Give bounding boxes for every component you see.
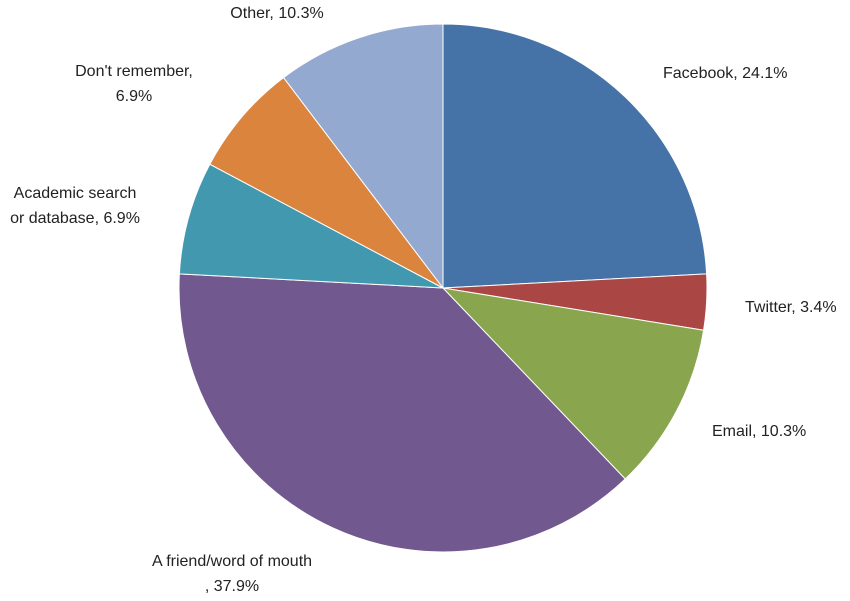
- pie-slice-academic-search-or-database-label: Academic search or database, 6.9%: [10, 185, 140, 227]
- pie-slice-email: [441, 287, 705, 480]
- pie-slice-a-friend-word-of-mouth: [178, 273, 626, 553]
- pie-slice-a-friend-word-of-mouth-label: A friend/word of mouth, 37.9%: [152, 553, 312, 595]
- pie-labels: Facebook, 24.1% Twitter, 3.4% Email, 10.3%…: [10, 5, 837, 595]
- pie-slice-don-t-remember: [209, 76, 444, 289]
- pie-slice-facebook-label: Facebook, 24.1%: [663, 65, 788, 82]
- pie-slice-email-label: Email, 10.3%: [712, 423, 806, 440]
- pie-slice-other: [282, 23, 444, 290]
- pie-slice-twitter-label: Twitter, 3.4%: [745, 299, 837, 316]
- pie-slices: [178, 23, 708, 553]
- pie-slice-other-label: Other, 10.3%: [230, 5, 323, 22]
- pie-slice-don-t-remember-label: Don't remember, 6.9%: [75, 63, 193, 105]
- pie-slice-facebook: [442, 23, 708, 289]
- pie-slice-academic-search-or-database: [178, 163, 444, 289]
